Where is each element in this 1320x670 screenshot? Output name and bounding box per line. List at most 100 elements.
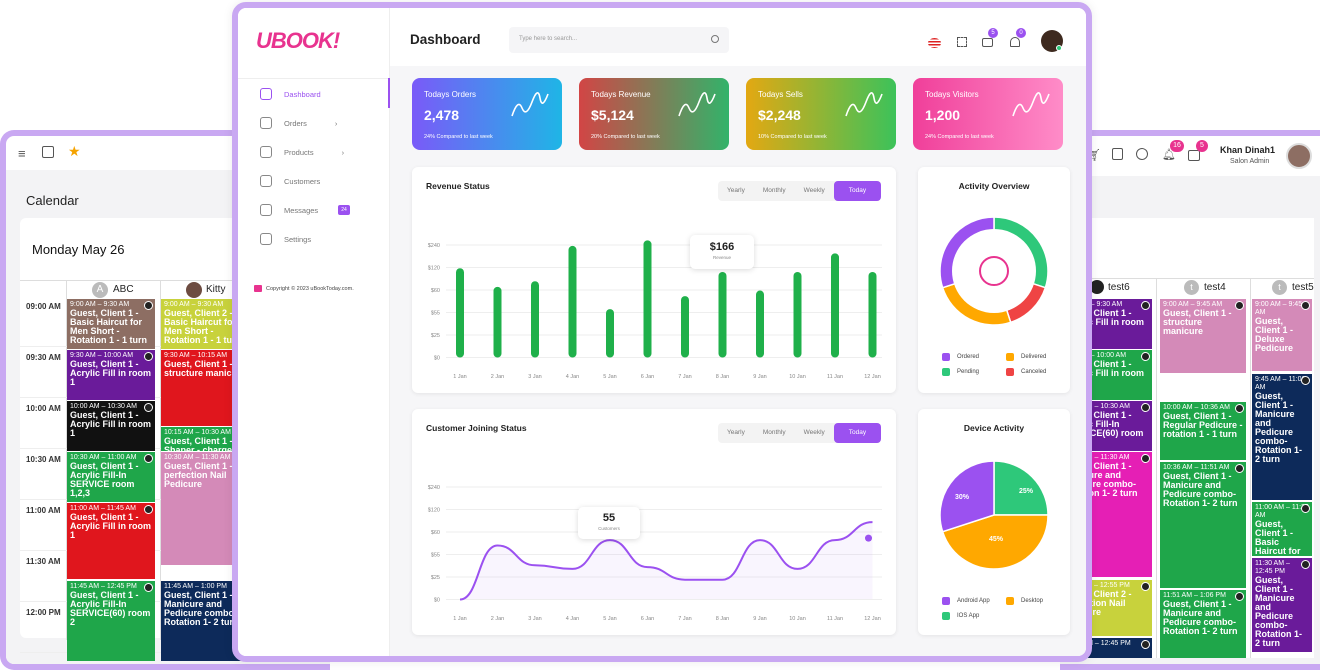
- tab-today[interactable]: Today: [833, 181, 882, 201]
- x-tick-label: 6 Jan: [641, 374, 654, 380]
- bar[interactable]: [831, 253, 839, 358]
- event-status-icon: [1235, 301, 1244, 310]
- revenue-tooltip: $166 Revenue: [690, 235, 754, 269]
- bar[interactable]: [718, 271, 727, 358]
- bar[interactable]: [643, 240, 652, 358]
- event-time: 10:00 AM – 10:30 AM: [1063, 403, 1130, 410]
- globe-icon[interactable]: [1136, 148, 1148, 160]
- calendar-event[interactable]: 11:00 AM – 11:45 AM Guest, Client 1 - Acr…: [67, 503, 155, 579]
- avatar[interactable]: [1286, 143, 1312, 169]
- bar[interactable]: [681, 296, 689, 358]
- column-header-kitty[interactable]: Kitty: [206, 284, 226, 295]
- x-tick-label: 9 Jan: [753, 616, 766, 622]
- device-title: Device Activity: [963, 423, 1025, 433]
- search-input[interactable]: Type here to search...: [509, 27, 729, 53]
- calendar-event[interactable]: 11:00 AM – 11:30 AM Guest, Client 1 - Bas…: [1252, 502, 1312, 556]
- bar[interactable]: [793, 271, 802, 358]
- event-text: Guest, Client 2 - Basic Haircut for Men …: [164, 308, 241, 345]
- calendar-event[interactable]: 11:51 AM – 1:06 PM Guest, Client 1 - Mani…: [1160, 590, 1246, 658]
- event-time: 9:00 AM – 9:45 AM: [1255, 301, 1303, 316]
- slice-desktop[interactable]: [941, 514, 1049, 570]
- line-area: [460, 522, 873, 600]
- stat-card-sub: 20% Compared to last week: [591, 134, 660, 140]
- event-time: 9:00 AM – 9:30 AM: [70, 301, 130, 308]
- customer-period-tabs: Yearly Monthly Weekly Today: [718, 423, 882, 443]
- gift-icon[interactable]: [1188, 150, 1200, 161]
- column-header-test5[interactable]: test5: [1292, 282, 1314, 293]
- tab-yearly[interactable]: Yearly: [727, 187, 745, 194]
- calendar-event[interactable]: 11:45 AM – 12:45 PM Guest, Client 1 - Acr…: [67, 581, 155, 661]
- notification-badge: 16: [1170, 140, 1184, 152]
- y-tick-label: $25: [431, 575, 440, 581]
- revenue-panel: Revenue Status Yearly Monthly Weekly Tod…: [412, 167, 896, 393]
- x-tick-label: 11 Jan: [827, 374, 843, 380]
- sidebar-item-dashboard[interactable]: Dashboard: [260, 88, 321, 100]
- event-status-icon: [1235, 464, 1244, 473]
- avatar: [1090, 280, 1104, 294]
- x-tick-label: 12 Jan: [864, 616, 881, 622]
- mail-icon[interactable]: [982, 38, 993, 47]
- bar[interactable]: [493, 286, 502, 358]
- calendar-event[interactable]: 9:00 AM – 9:45 AM Guest, Client 1 - Delux…: [1252, 299, 1312, 371]
- event-status-icon: [1141, 582, 1150, 591]
- calendar-event[interactable]: 11:30 AM – 12:45 PM Guest, Client 1 - Man…: [1252, 558, 1312, 652]
- event-status-icon: [144, 583, 153, 592]
- clipboard-icon[interactable]: [1112, 148, 1123, 160]
- search-icon[interactable]: [711, 35, 719, 43]
- column-header-test6[interactable]: test6: [1108, 282, 1130, 293]
- stat-card-sub: 24% Compared to last week: [925, 134, 994, 140]
- calendar-event[interactable]: 10:00 AM – 10:36 AM Guest, Client 1 - Reg…: [1160, 402, 1246, 460]
- calendar-event[interactable]: 10:30 AM – 11:00 AM Guest, Client 1 - Acr…: [67, 452, 155, 502]
- sidebar-item-settings[interactable]: Settings: [260, 233, 311, 245]
- x-tick-label: 8 Jan: [716, 374, 729, 380]
- bar[interactable]: [868, 271, 877, 358]
- stat-card-value: $5,124: [591, 107, 634, 123]
- us-flag-icon[interactable]: [928, 38, 941, 48]
- tooltip-label: Revenue: [712, 255, 731, 260]
- sidebar-item-messages[interactable]: Messages 24: [260, 204, 350, 216]
- device-pie-chart: 25% 45% 30%: [939, 460, 1049, 570]
- star-icon[interactable]: ★: [68, 143, 81, 159]
- bar[interactable]: [531, 281, 539, 358]
- tab-weekly[interactable]: Weekly: [803, 429, 825, 436]
- bell-icon[interactable]: 🔔︎: [1162, 149, 1176, 161]
- tab-monthly[interactable]: Monthly: [762, 187, 786, 194]
- legend-android: Android App: [942, 597, 990, 605]
- bar[interactable]: [756, 290, 764, 358]
- sidebar-item-orders[interactable]: Orders ›: [260, 117, 337, 129]
- sidebar-item-customers[interactable]: Customers: [260, 175, 320, 187]
- bar[interactable]: [456, 268, 464, 358]
- calendar-event[interactable]: 9:00 AM – 9:45 AM Guest, Client 1 - struc…: [1160, 299, 1246, 373]
- tab-yearly[interactable]: Yearly: [727, 429, 745, 436]
- slice-android[interactable]: [939, 460, 995, 533]
- column-header-abc[interactable]: ABC: [113, 284, 134, 295]
- products-icon: [260, 146, 272, 158]
- event-time: 10:00 AM – 10:36 AM: [1163, 404, 1230, 411]
- event-status-icon: [1301, 301, 1310, 310]
- line-point[interactable]: [865, 534, 872, 542]
- calendar-event[interactable]: 10:36 AM – 11:51 AM Guest, Client 1 - Man…: [1160, 462, 1246, 588]
- column-header-test4[interactable]: test4: [1204, 282, 1226, 293]
- calendar-event[interactable]: 9:45 AM – 11:00 AM Guest, Client 1 - Mani…: [1252, 374, 1312, 500]
- logo[interactable]: UBOOK!: [256, 28, 340, 53]
- fullscreen-icon[interactable]: [957, 37, 967, 47]
- y-tick-label: $240: [428, 243, 440, 249]
- x-tick-label: 7 Jan: [678, 616, 691, 622]
- calendar-icon[interactable]: [42, 146, 54, 158]
- bar[interactable]: [568, 245, 577, 358]
- event-status-icon: [1141, 640, 1150, 649]
- y-tick-label: $0: [434, 356, 440, 362]
- tab-today[interactable]: Today: [833, 423, 882, 443]
- tab-weekly[interactable]: Weekly: [803, 187, 825, 194]
- sidebar-item-products[interactable]: Products ›: [260, 146, 344, 158]
- calendar-event[interactable]: 9:00 AM – 9:30 AM Guest, Client 1 - Basic…: [67, 299, 155, 349]
- bar[interactable]: [606, 309, 614, 358]
- calendar-panel: test6 t test4 t test5 9:00 AM – 9:30 AM G…: [1060, 218, 1314, 658]
- tab-monthly[interactable]: Monthly: [762, 429, 786, 436]
- menu-icon[interactable]: ≡: [18, 146, 26, 161]
- time-slot-label: 11:00 AM: [26, 506, 61, 515]
- sidebar-item-label: Orders: [284, 118, 307, 128]
- bell-icon[interactable]: [1010, 37, 1020, 47]
